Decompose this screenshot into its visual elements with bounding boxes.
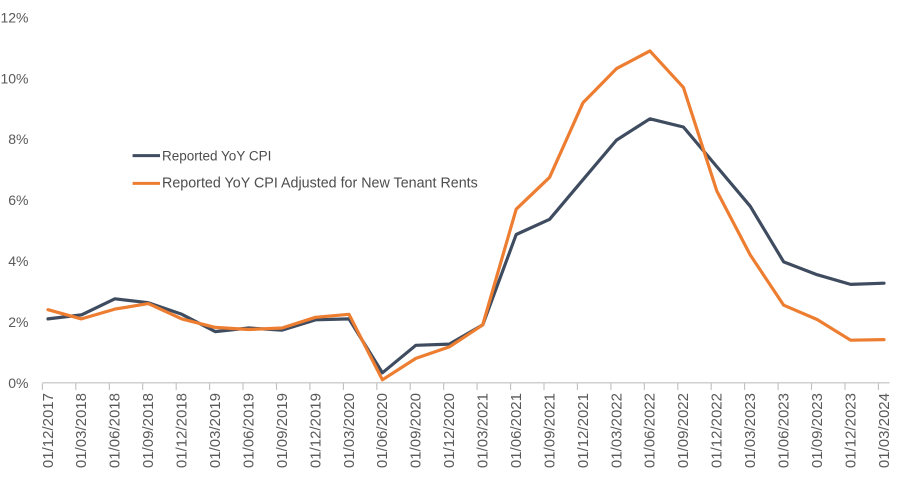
svg-text:01/12/2020: 01/12/2020 (441, 393, 458, 468)
svg-text:01/09/2021: 01/09/2021 (541, 393, 558, 468)
svg-text:01/06/2023: 01/06/2023 (776, 393, 793, 468)
svg-text:01/06/2022: 01/06/2022 (642, 393, 659, 468)
svg-text:0%: 0% (8, 375, 28, 391)
svg-text:01/03/2024: 01/03/2024 (876, 393, 893, 468)
svg-text:01/09/2022: 01/09/2022 (675, 393, 692, 468)
svg-text:01/12/2023: 01/12/2023 (842, 393, 859, 468)
svg-text:01/12/2017: 01/12/2017 (40, 393, 57, 468)
svg-text:01/03/2018: 01/03/2018 (73, 393, 90, 468)
svg-text:Reported YoY CPI: Reported YoY CPI (162, 148, 271, 163)
svg-text:01/12/2019: 01/12/2019 (307, 393, 324, 468)
svg-text:6%: 6% (8, 192, 28, 208)
svg-text:01/03/2022: 01/03/2022 (608, 393, 625, 468)
svg-text:10%: 10% (0, 70, 28, 86)
svg-text:01/12/2018: 01/12/2018 (174, 393, 191, 468)
svg-text:01/09/2023: 01/09/2023 (809, 393, 826, 468)
svg-text:2%: 2% (8, 314, 28, 330)
svg-text:01/06/2020: 01/06/2020 (374, 393, 391, 468)
svg-text:01/03/2019: 01/03/2019 (207, 393, 224, 468)
svg-text:01/06/2019: 01/06/2019 (240, 393, 257, 468)
svg-text:01/03/2023: 01/03/2023 (742, 393, 759, 468)
svg-text:01/09/2020: 01/09/2020 (408, 393, 425, 468)
svg-text:01/03/2020: 01/03/2020 (341, 393, 358, 468)
svg-text:12%: 12% (0, 9, 28, 25)
svg-text:01/12/2022: 01/12/2022 (709, 393, 726, 468)
svg-text:8%: 8% (8, 131, 28, 147)
svg-text:01/06/2021: 01/06/2021 (508, 393, 525, 468)
svg-text:Reported YoY CPI Adjusted for: Reported YoY CPI Adjusted for New Tenant… (162, 176, 478, 192)
svg-text:01/12/2021: 01/12/2021 (575, 393, 592, 468)
svg-text:01/09/2019: 01/09/2019 (274, 393, 291, 468)
svg-text:01/06/2018: 01/06/2018 (107, 393, 124, 468)
svg-text:4%: 4% (8, 253, 28, 269)
svg-text:01/03/2021: 01/03/2021 (475, 393, 492, 468)
svg-text:01/09/2018: 01/09/2018 (140, 393, 157, 468)
